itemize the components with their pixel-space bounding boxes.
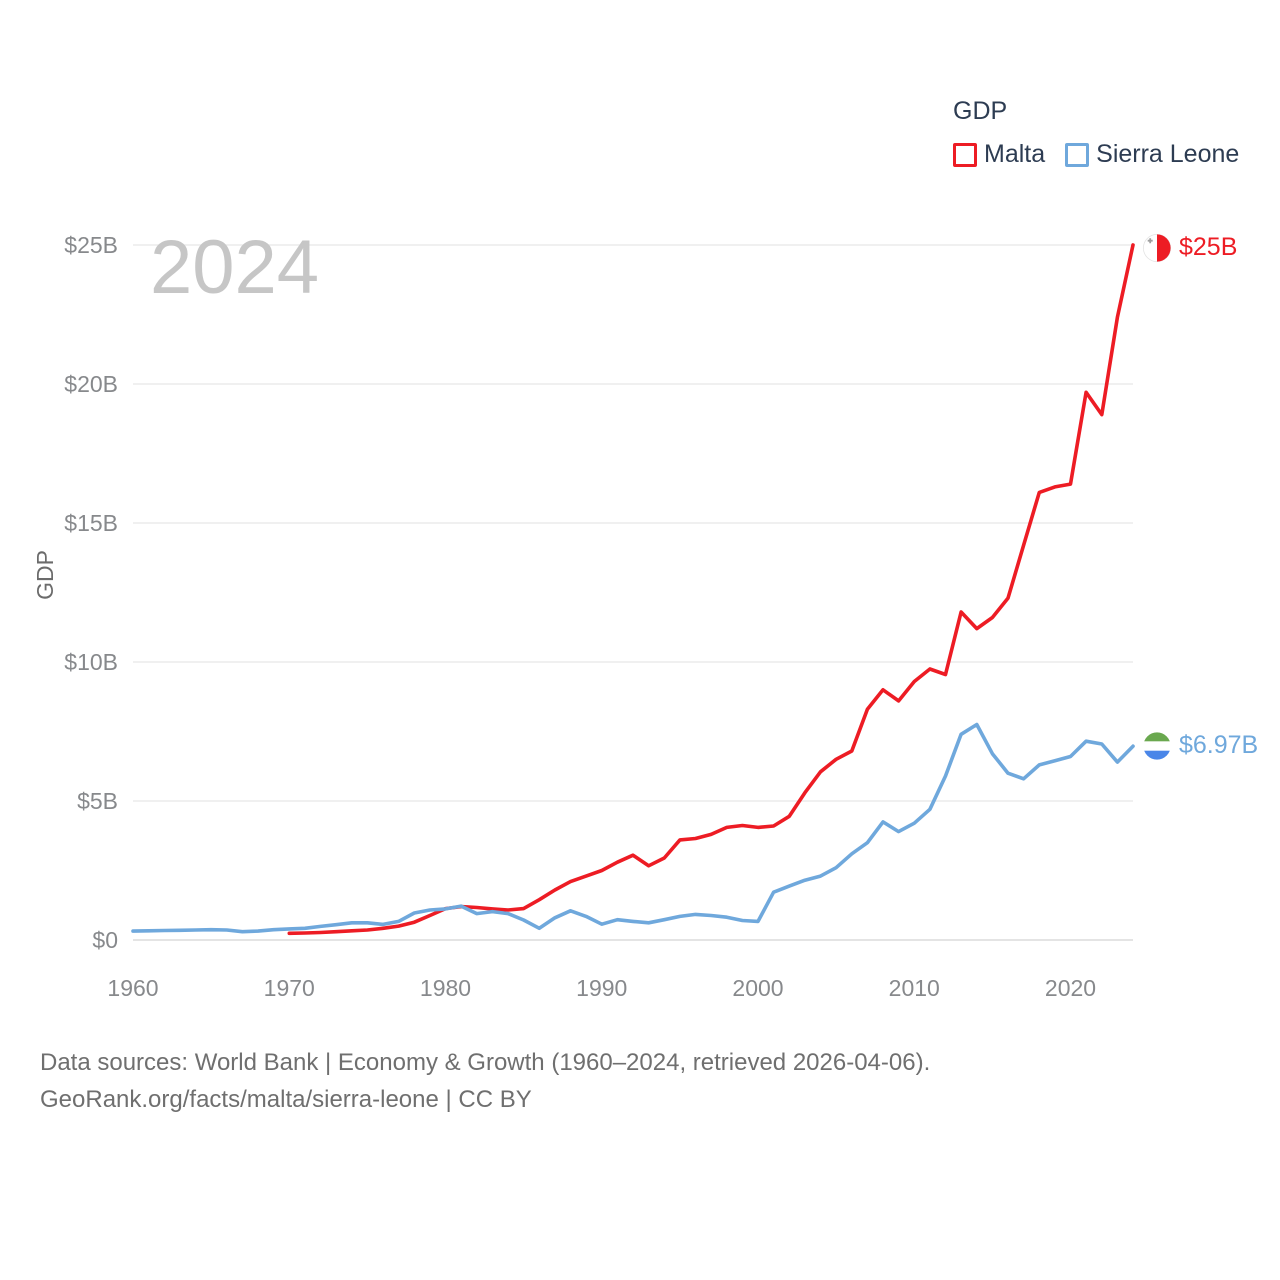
malta-flag-red-half [1157,233,1171,262]
sierra-leone-flag-white-stripe [1143,740,1171,751]
malta-end-value: $25B [1179,233,1238,261]
sierra-leone-flag-stripes [1143,731,1171,760]
footer: Data sources: World Bank | Economy & Gro… [40,1044,930,1118]
legend: GDP Malta Sierra Leone [953,97,1239,169]
y-axis-tick-label: $15B [64,510,118,536]
sierra-leone-end-value: $6.97B [1179,731,1259,759]
sierra-leone-legend-swatch-icon [1065,142,1090,167]
y-axis-tick-label: $0 [92,927,118,953]
x-axis-tick-label: 1960 [107,975,159,1001]
x-axis-tick-label: 1980 [419,975,472,1001]
footer-source-line: Data sources: World Bank | Economy & Gro… [40,1049,931,1076]
y-axis-tick-label: $25B [64,232,118,258]
legend-row: Malta Sierra Leone [953,140,1239,169]
footer-attribution-line: GeoRank.org/facts/malta/sierra-leone | C… [40,1086,532,1113]
malta-legend-swatch-icon [953,142,977,167]
sierra-leone-flag-blue-stripe [1143,750,1171,760]
sierra-leone-end-label: $6.97B [1143,731,1258,760]
y-axis-tick-label: $10B [64,649,118,675]
legend-label-sierra-leone: Sierra Leone [1096,140,1240,168]
y-axis-tick-label: $5B [77,788,118,814]
sierra-leone-line[interactable] [131,722,1135,934]
x-axis-tick-label: 1990 [576,975,628,1001]
x-axis-tick-label: 2000 [732,975,784,1001]
x-axis-tick-label: 1970 [263,975,315,1001]
y-axis-tick-label: $20B [64,371,118,397]
malta-flag-george-cross [1147,237,1153,243]
malta-end-label: $25B [1143,233,1237,262]
x-axis-tick-label: 2010 [888,975,940,1001]
x-axis-tick-label: 2020 [1044,975,1097,1001]
sierra-leone-flag-green-stripe [1143,731,1171,741]
malta-flag-icon [1143,233,1171,262]
legend-item-sierra-leone[interactable]: Sierra Leone [1065,140,1239,169]
malta-line[interactable] [287,243,1135,936]
legend-item-malta[interactable]: Malta [953,140,1045,169]
legend-label-malta: Malta [984,140,1046,168]
sierra-leone-flag-icon [1143,731,1171,760]
y-axis-title: GDP [32,550,58,600]
year-watermark: 2024 [150,225,320,310]
legend-title: GDP [953,97,1008,125]
